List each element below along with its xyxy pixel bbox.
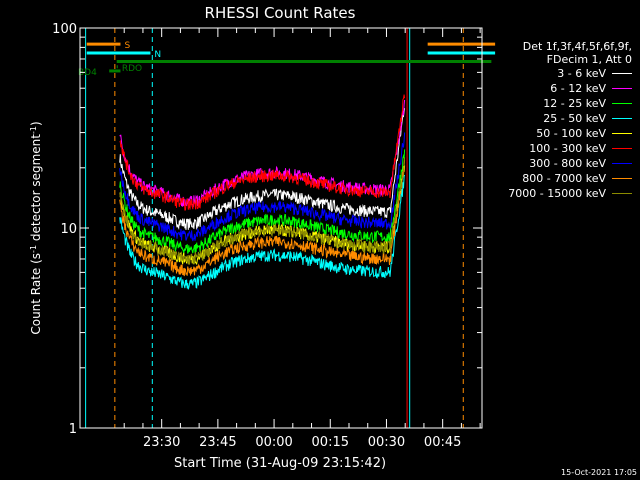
legend-entry-8: 7000 - 15000 keV <box>486 186 636 201</box>
flag-label-n: N <box>154 50 161 60</box>
legend-entry-3: 25 - 50 keV <box>486 111 636 126</box>
legend-entry-label: 6 - 12 keV <box>550 82 606 95</box>
x-tick-label-5: 00:45 <box>424 435 461 450</box>
series-line-7 <box>119 159 406 277</box>
legend-entry-label: 100 - 300 keV <box>529 142 606 155</box>
legend-entry-label: 800 - 7000 keV <box>522 172 606 185</box>
series-line-5 <box>119 94 406 211</box>
x-axis-label: Start Time (31-Aug-09 23:15:42) <box>174 456 386 471</box>
legend-entry-1: 6 - 12 keV <box>486 81 636 96</box>
series-line-8 <box>119 157 406 265</box>
legend-header-line-1: Det 1f,3f,4f,5f,6f,9f, <box>522 40 632 53</box>
legend-swatch <box>612 118 632 119</box>
x-tick-label-4: 00:30 <box>368 435 405 450</box>
x-tick-label-0: 23:30 <box>143 435 180 450</box>
legend-entry-5: 100 - 300 keV <box>486 141 636 156</box>
legend-entry-7: 800 - 7000 keV <box>486 171 636 186</box>
legend-entry-6: 300 - 800 keV <box>486 156 636 171</box>
legend-entry-label: 7000 - 15000 keV <box>508 187 606 200</box>
y-tick-label-1: 10 <box>60 222 77 237</box>
legend-entry-0: 3 - 6 keV <box>486 66 636 81</box>
x-tick-label-2: 00:00 <box>255 435 292 450</box>
y-tick-label-0: 1 <box>69 422 77 437</box>
chart-title: RHESSI Count Rates <box>205 4 356 22</box>
y-axis-label: Count Rate (s-1 detector segment-1) <box>29 121 44 334</box>
y-tick-label-2: 100 <box>52 22 77 37</box>
legend-entry-label: 50 - 100 keV <box>536 127 606 140</box>
flag-label-s: S <box>124 41 130 51</box>
legend-header-line-2: FDecim 1, Att 0 <box>546 53 632 66</box>
series-line-6 <box>119 132 406 242</box>
series-line-2 <box>119 149 406 255</box>
legend-swatch <box>612 178 632 179</box>
legend-entry-2: 12 - 25 keV <box>486 96 636 111</box>
legend-swatch <box>612 73 632 74</box>
legend-entry-label: 12 - 25 keV <box>543 97 606 110</box>
legend-swatch <box>612 193 632 194</box>
series-line-0 <box>119 108 406 231</box>
legend: Det 1f,3f,4f,5f,6f,9f, FDecim 1, Att 0 3… <box>486 40 636 201</box>
legend-rows: 3 - 6 keV 6 - 12 keV 12 - 25 keV 25 - 50 ke… <box>486 66 636 201</box>
legend-swatch <box>612 88 632 89</box>
legend-entry-label: 25 - 50 keV <box>543 112 606 125</box>
flag-label-rdo: RDO <box>122 64 142 74</box>
legend-entry-label: 3 - 6 keV <box>557 67 606 80</box>
flag-label-bd4: BD4 <box>78 68 97 78</box>
legend-swatch <box>612 148 632 149</box>
legend-swatch <box>612 133 632 134</box>
x-tick-label-1: 23:45 <box>199 435 236 450</box>
footer-stamp: 15-Oct-2021 17:05 <box>561 468 637 477</box>
axes: 1 10 100 23:30 23:45 00:00 00:15 00:30 00:45 <box>52 22 483 450</box>
legend-swatch <box>612 163 632 164</box>
legend-entry-label: 300 - 800 keV <box>529 157 606 170</box>
legend-entry-4: 50 - 100 keV <box>486 126 636 141</box>
x-tick-label-3: 00:15 <box>312 435 349 450</box>
legend-swatch <box>612 103 632 104</box>
series-line-3 <box>119 174 406 290</box>
